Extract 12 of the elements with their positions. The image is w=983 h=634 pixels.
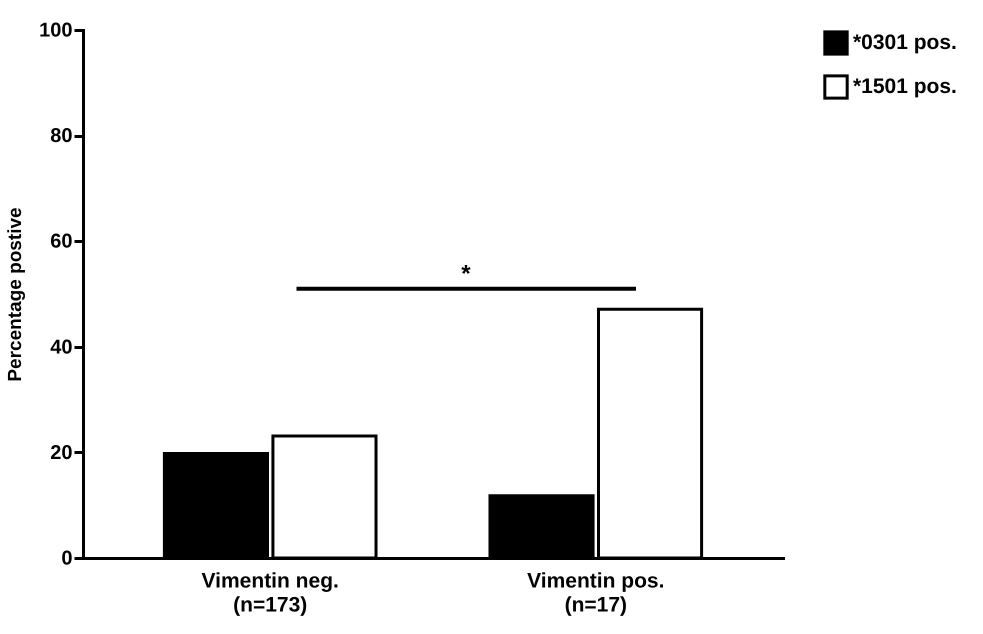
x-tick-label: Vimentin pos. (n=17) [527,570,664,616]
y-tick-label: 60 [50,230,72,253]
x-tick-label: Vimentin neg. (n=173) [202,570,339,616]
legend-label: *1501 pos. [853,75,957,98]
annotation: * [461,260,472,288]
y-axis-title: Percentage postive [5,207,26,382]
y-tick-label: 0 [61,548,72,570]
y-tick-label: 20 [50,442,72,464]
y-tick-label: 100 [39,20,72,42]
legend-label: *0301 pos. [853,31,957,54]
y-tick-label: 40 [50,336,72,358]
y-tick-label: 80 [50,125,72,148]
